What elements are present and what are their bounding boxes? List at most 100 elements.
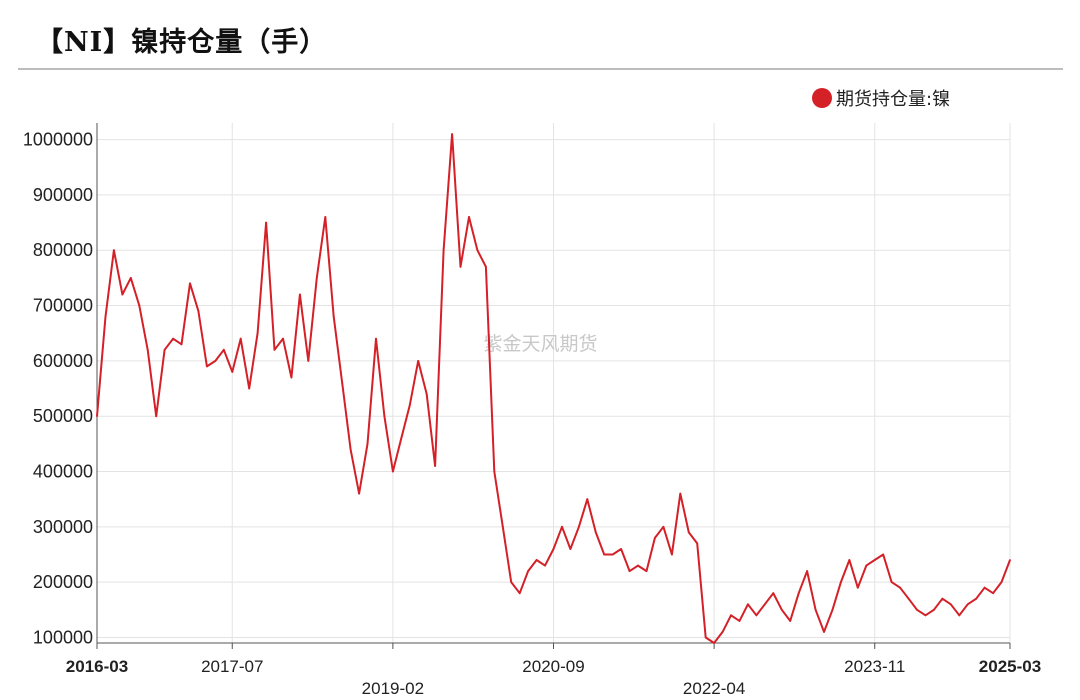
data-point xyxy=(780,608,783,611)
data-point xyxy=(383,415,386,418)
data-point xyxy=(713,642,715,644)
y-tick-label: 700000 xyxy=(33,296,93,316)
data-point xyxy=(763,603,766,606)
data-point xyxy=(476,249,479,252)
data-point xyxy=(222,348,225,351)
data-point xyxy=(814,608,817,611)
y-tick-label: 1000000 xyxy=(23,130,93,150)
data-point xyxy=(180,343,183,346)
data-point xyxy=(358,492,360,495)
y-tick-label: 400000 xyxy=(33,462,93,482)
data-point xyxy=(552,548,555,550)
data-point xyxy=(104,315,107,318)
data-point xyxy=(645,570,648,572)
data-point xyxy=(628,570,631,572)
x-tick-label: 2017-07 xyxy=(201,657,263,676)
data-point xyxy=(696,542,699,545)
data-point xyxy=(375,337,377,340)
data-point xyxy=(797,592,800,595)
data-point xyxy=(239,337,242,340)
data-point xyxy=(865,564,868,567)
data-point xyxy=(518,592,521,595)
data-point xyxy=(831,608,834,611)
data-point xyxy=(299,293,301,296)
data-point xyxy=(349,448,352,451)
data-point xyxy=(265,221,267,224)
data-point xyxy=(96,415,98,418)
data-point xyxy=(823,631,825,633)
data-point xyxy=(451,133,453,136)
data-point xyxy=(611,553,614,556)
y-tick-label: 500000 xyxy=(33,406,93,426)
data-point xyxy=(544,564,546,567)
data-point xyxy=(662,525,665,528)
data-point xyxy=(290,376,293,379)
y-tick-label: 300000 xyxy=(33,517,93,537)
y-tick-label: 100000 xyxy=(33,627,93,647)
data-point xyxy=(332,315,335,318)
data-point xyxy=(949,603,952,606)
data-point xyxy=(256,332,259,335)
data-point xyxy=(916,608,918,611)
data-point xyxy=(637,564,639,567)
data-point xyxy=(315,277,318,279)
data-point xyxy=(586,498,589,501)
data-point xyxy=(687,531,690,534)
data-point xyxy=(273,348,276,351)
data-point xyxy=(113,249,115,252)
data-point xyxy=(983,586,986,589)
data-point xyxy=(501,525,504,528)
data-point xyxy=(408,404,411,406)
data-point xyxy=(856,586,859,589)
data-point xyxy=(366,443,369,445)
data-point xyxy=(248,387,251,390)
data-point xyxy=(307,360,310,362)
data-point xyxy=(189,282,191,285)
data-point xyxy=(282,337,284,340)
page-title: 【NI】镍持仓量（手） xyxy=(36,27,328,58)
data-point xyxy=(468,216,470,218)
data-point xyxy=(992,592,994,595)
data-point xyxy=(146,348,149,351)
chart-legend: 期货持仓量:镍 xyxy=(812,85,950,111)
data-point xyxy=(603,553,606,556)
data-point xyxy=(434,465,436,467)
data-point xyxy=(214,360,217,362)
legend-label: 期货持仓量:镍 xyxy=(836,89,951,110)
data-point xyxy=(671,553,673,556)
watermark: 紫金天风期货 xyxy=(483,333,597,355)
legend-marker-icon xyxy=(812,88,832,108)
data-point xyxy=(890,581,893,583)
data-point xyxy=(569,548,572,550)
data-point xyxy=(975,597,978,600)
data-point xyxy=(510,581,513,583)
data-point xyxy=(417,360,420,362)
data-point xyxy=(882,553,885,556)
data-point xyxy=(738,620,741,622)
data-point xyxy=(679,492,682,495)
x-tick-label: 2020-09 xyxy=(522,657,584,676)
data-point xyxy=(747,603,749,606)
data-point xyxy=(755,614,758,617)
data-point xyxy=(933,608,935,611)
data-point xyxy=(442,249,445,252)
data-point xyxy=(899,586,901,589)
data-point xyxy=(907,597,910,600)
data-point xyxy=(594,531,597,534)
data-point xyxy=(620,548,622,550)
data-point xyxy=(400,437,403,440)
series-layer xyxy=(96,133,1011,644)
x-tick-label: 2019-02 xyxy=(362,679,424,698)
x-tick-label: 2025-03 xyxy=(979,657,1041,676)
data-point xyxy=(493,470,496,473)
data-point xyxy=(172,337,175,340)
data-point xyxy=(958,614,961,617)
data-point xyxy=(772,592,775,595)
data-point xyxy=(578,525,580,528)
axis-layer: 100000 200000 300000 400000 500000 600000 7000… xyxy=(23,123,1041,698)
data-point xyxy=(941,597,944,600)
data-point xyxy=(873,559,876,561)
data-point xyxy=(155,415,158,418)
data-point xyxy=(535,559,538,561)
